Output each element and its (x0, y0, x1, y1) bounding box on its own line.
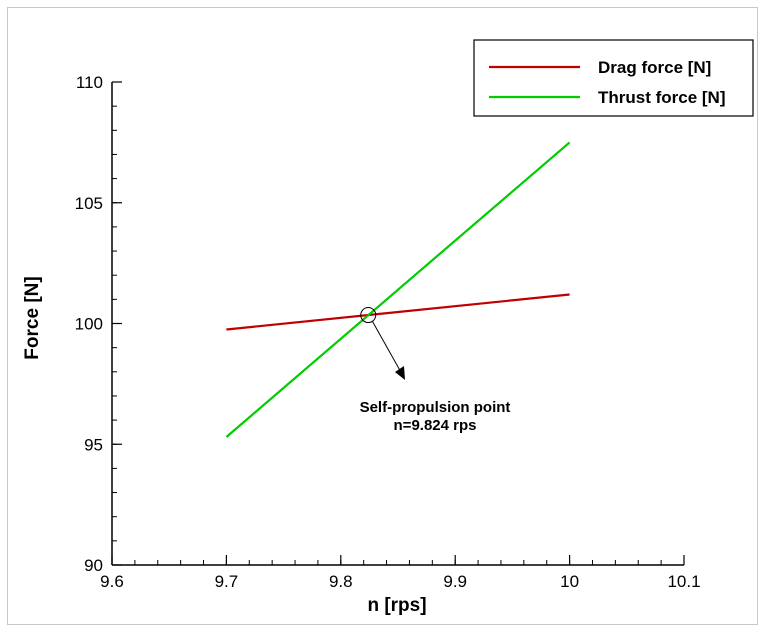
figure-frame (7, 7, 758, 625)
y-tick-label: 100 (75, 315, 103, 334)
axes: 9.6 9.7 9.8 9.9 10 10.1 90 95 100 105 110 (75, 73, 701, 591)
annotation-arrow-line (371, 320, 403, 375)
y-tick-label: 110 (76, 73, 103, 92)
legend-label: Drag force [N] (598, 58, 711, 77)
x-tick-label: 9.7 (215, 572, 239, 591)
annotation-label: n=9.824 rps (394, 417, 477, 434)
annotation-arrowhead (395, 366, 405, 380)
annotation-label: Self-propulsion point (360, 399, 511, 416)
series-layer (225, 141, 571, 438)
legend-label: Thrust force [N] (598, 88, 726, 107)
x-tick-label: 9.6 (100, 572, 124, 591)
y-tick-label: 95 (84, 435, 103, 454)
thrust-force-line (225, 141, 571, 438)
drag-force-line (226, 293, 570, 331)
x-tick-label: 10 (560, 572, 579, 591)
legend-box (473, 39, 754, 117)
legend: Drag force [N] Thrust force [N] (473, 39, 754, 117)
x-tick-label: 9.8 (329, 572, 353, 591)
x-tick-label: 10.1 (667, 572, 700, 591)
x-axis-title: n [rps] (367, 595, 426, 616)
y-axis-title: Force [N] (22, 276, 43, 359)
x-tick-label: 9.9 (443, 572, 467, 591)
y-tick-label: 90 (84, 556, 103, 575)
self-propulsion-marker (360, 307, 377, 324)
y-tick-label: 105 (75, 194, 103, 213)
